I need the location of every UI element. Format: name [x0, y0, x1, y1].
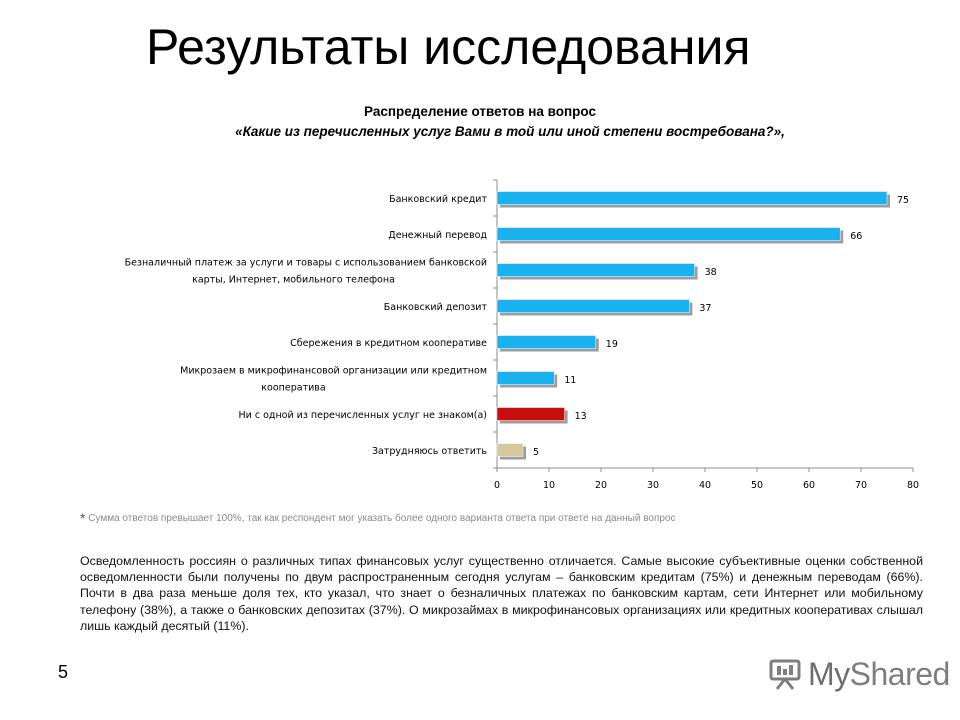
category-label: карты, Интернет, мобильного телефона: [192, 275, 395, 286]
presentation-board-icon: [769, 659, 801, 690]
category-label: Безналичный платеж за услуги и товары с …: [125, 258, 487, 269]
x-tick-label: 70: [855, 480, 867, 491]
page-title: Результаты исследования: [146, 19, 751, 75]
bar: [496, 371, 555, 385]
footnote-text: Сумма ответов превышает 100%, так как ре…: [88, 513, 676, 524]
x-tick-label: 80: [907, 480, 919, 491]
footnote: * Сумма ответов превышает 100%, так как …: [80, 510, 676, 526]
bar: [496, 407, 565, 421]
category-label: Ни с одной из перечисленных услуг не зна…: [238, 410, 487, 421]
category-label: Денежный перевод: [388, 230, 487, 241]
chart-subtitle: «Какие из перечисленных услуг Вами в той…: [235, 124, 785, 139]
myshared-logo: MyShared: [768, 654, 950, 694]
category-label: Банковский кредит: [389, 194, 487, 205]
bar: [496, 299, 690, 313]
data-label: 13: [575, 411, 587, 422]
bar: [496, 227, 841, 241]
category-label: Банковский депозит: [384, 302, 488, 313]
x-tick-label: 60: [803, 480, 815, 491]
bar: [496, 191, 888, 205]
footnote-star: *: [80, 510, 86, 526]
x-tick-label: 40: [699, 480, 711, 491]
page-number: 5: [58, 662, 69, 682]
data-label: 11: [564, 375, 576, 386]
category-label: Микрозаем в микрофинансовой организации …: [180, 366, 487, 377]
x-tick-label: 30: [647, 480, 659, 491]
logo-text: MyShared: [808, 656, 950, 693]
x-tick-label: 20: [595, 480, 607, 491]
data-label: 66: [850, 231, 862, 242]
data-label: 38: [705, 267, 717, 278]
body-paragraph: Осведомленность россиян о различных типа…: [80, 554, 923, 633]
data-label: 75: [897, 195, 909, 206]
data-label: 19: [606, 339, 618, 350]
x-tick-label: 10: [543, 480, 555, 491]
bar: [496, 335, 597, 349]
data-label: 5: [533, 447, 539, 458]
data-label: 37: [699, 303, 711, 314]
x-tick-label: 0: [494, 480, 500, 491]
category-label: Затрудняюсь ответить: [372, 446, 487, 457]
bar: [496, 263, 695, 277]
category-label: кооператива: [261, 383, 325, 394]
logo-text-rest: Shared: [849, 655, 951, 692]
logo-text-my: My: [808, 655, 850, 692]
category-label: Сбережения в кредитном кооперативе: [290, 338, 487, 349]
x-tick-label: 50: [751, 480, 763, 491]
chart-title: Распределение ответов на вопрос: [364, 104, 596, 119]
bar: [496, 443, 524, 457]
